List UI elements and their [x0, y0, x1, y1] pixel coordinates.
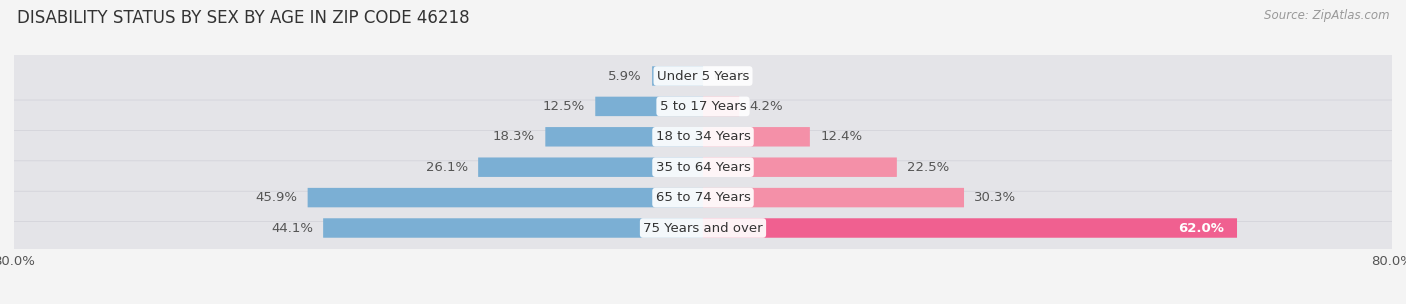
FancyBboxPatch shape — [652, 66, 703, 86]
FancyBboxPatch shape — [703, 97, 740, 116]
Text: 30.3%: 30.3% — [974, 191, 1017, 204]
Text: 35 to 64 Years: 35 to 64 Years — [655, 161, 751, 174]
Text: 26.1%: 26.1% — [426, 161, 468, 174]
FancyBboxPatch shape — [595, 97, 703, 116]
FancyBboxPatch shape — [0, 143, 1406, 191]
Text: 62.0%: 62.0% — [1178, 222, 1225, 234]
FancyBboxPatch shape — [703, 127, 810, 147]
Text: 4.2%: 4.2% — [749, 100, 783, 113]
FancyBboxPatch shape — [703, 157, 897, 177]
FancyBboxPatch shape — [323, 218, 703, 238]
FancyBboxPatch shape — [0, 52, 1406, 100]
Text: 22.5%: 22.5% — [907, 161, 949, 174]
Text: 18 to 34 Years: 18 to 34 Years — [655, 130, 751, 143]
Legend: Male, Female: Male, Female — [628, 301, 778, 304]
Text: 44.1%: 44.1% — [271, 222, 314, 234]
FancyBboxPatch shape — [478, 157, 703, 177]
FancyBboxPatch shape — [0, 174, 1406, 222]
FancyBboxPatch shape — [703, 218, 1237, 238]
FancyBboxPatch shape — [546, 127, 703, 147]
Text: 12.5%: 12.5% — [543, 100, 585, 113]
Text: 5 to 17 Years: 5 to 17 Years — [659, 100, 747, 113]
Text: DISABILITY STATUS BY SEX BY AGE IN ZIP CODE 46218: DISABILITY STATUS BY SEX BY AGE IN ZIP C… — [17, 9, 470, 27]
FancyBboxPatch shape — [0, 204, 1406, 252]
Text: 12.4%: 12.4% — [820, 130, 862, 143]
Text: 45.9%: 45.9% — [256, 191, 298, 204]
Text: Under 5 Years: Under 5 Years — [657, 70, 749, 82]
Text: 18.3%: 18.3% — [494, 130, 536, 143]
Text: 5.9%: 5.9% — [609, 70, 643, 82]
Text: Source: ZipAtlas.com: Source: ZipAtlas.com — [1264, 9, 1389, 22]
FancyBboxPatch shape — [308, 188, 703, 207]
FancyBboxPatch shape — [0, 113, 1406, 161]
FancyBboxPatch shape — [0, 82, 1406, 130]
Text: 75 Years and over: 75 Years and over — [643, 222, 763, 234]
Text: 0.0%: 0.0% — [713, 70, 747, 82]
Text: 65 to 74 Years: 65 to 74 Years — [655, 191, 751, 204]
FancyBboxPatch shape — [703, 188, 965, 207]
